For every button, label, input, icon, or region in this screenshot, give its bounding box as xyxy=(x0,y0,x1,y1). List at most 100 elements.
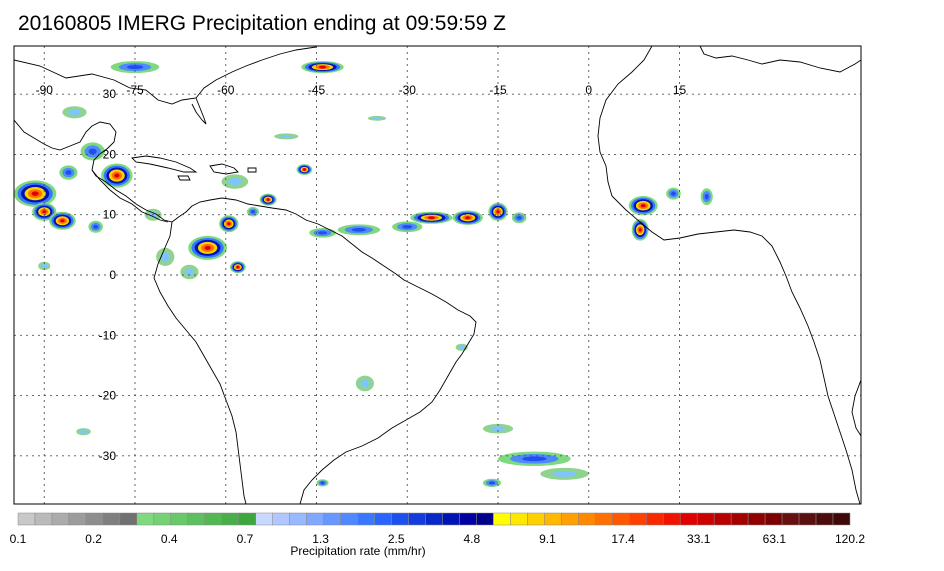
lat-tick-label: -20 xyxy=(99,389,117,403)
rain-cell xyxy=(552,470,577,477)
colorbar-swatch xyxy=(713,512,732,526)
colorbar-swatch xyxy=(187,512,206,526)
colorbar-swatch xyxy=(136,512,155,526)
colorbar-swatch xyxy=(510,512,528,526)
rain-cell xyxy=(320,481,325,485)
rain-cell xyxy=(372,116,382,120)
island-cuba xyxy=(131,155,198,173)
colorbar-swatch xyxy=(289,512,307,526)
coast-iberia xyxy=(699,46,861,73)
colorbar-swatch xyxy=(340,512,358,526)
rain-cell xyxy=(250,210,255,214)
colorbar-swatch xyxy=(238,512,256,526)
longitude-labels: -90 -75 -60 -45 -30 -15 0 15 xyxy=(36,83,687,97)
rain-cell xyxy=(516,215,522,220)
colorbar-swatch xyxy=(357,512,375,526)
lat-tick-label: 0 xyxy=(109,268,116,282)
colorbar-swatch xyxy=(425,512,443,526)
colorbar-swatch xyxy=(476,512,494,526)
colorbar-swatch xyxy=(696,512,715,526)
rain-cell xyxy=(114,173,120,178)
rain-cell xyxy=(160,252,170,262)
rain-cell xyxy=(227,222,231,226)
rain-cell xyxy=(488,481,495,485)
graticule xyxy=(14,46,861,504)
colorbar-tick-label: 1.3 xyxy=(312,532,329,546)
colorbar-swatch xyxy=(747,512,766,526)
colorbar-tick-label: 0.1 xyxy=(9,532,27,546)
colorbar-tick-label: 9.1 xyxy=(539,532,556,546)
rain-cell xyxy=(184,268,194,276)
colorbar-swatch xyxy=(832,512,851,526)
colorbar-swatch xyxy=(527,512,545,526)
island-jamaica xyxy=(177,175,191,181)
map-title: 20160805 IMERG Precipitation ending at 0… xyxy=(18,12,506,35)
island-puerto-rico xyxy=(247,167,257,173)
lat-tick-label: -30 xyxy=(99,449,117,463)
colorbar-tick-label: 33.1 xyxy=(687,532,711,546)
lon-tick-label: -15 xyxy=(489,83,507,97)
colorbar-swatch xyxy=(170,512,189,526)
colorbar-swatch xyxy=(153,512,172,526)
colorbar-swatch xyxy=(645,512,664,526)
map-frame xyxy=(13,45,862,505)
colorbar-swatch xyxy=(662,512,681,526)
rain-cell xyxy=(126,65,144,70)
colorbar-swatch xyxy=(391,512,409,526)
rain-cell xyxy=(496,210,500,214)
colorbar-tick-label: 4.8 xyxy=(463,532,481,546)
coast-pacific-south-america xyxy=(153,221,247,504)
rain-cell xyxy=(522,456,547,462)
lon-tick-label: 15 xyxy=(673,83,687,97)
colorbar-swatches xyxy=(17,512,851,526)
rain-cell xyxy=(88,148,97,155)
rain-cell xyxy=(302,168,306,172)
rain-cell xyxy=(360,379,370,388)
colorbar-swatch xyxy=(561,512,579,526)
rain-cell xyxy=(458,345,465,350)
rain-cell xyxy=(42,210,47,214)
colorbar-swatch xyxy=(493,512,511,526)
rain-cell xyxy=(41,263,48,269)
rain-cell xyxy=(704,193,709,200)
colorbar-swatch xyxy=(272,512,290,526)
colorbar-title: Precipitation rate (mm/hr) xyxy=(290,544,426,558)
rain-cell xyxy=(31,191,39,196)
rain-cell xyxy=(79,429,88,434)
colorbar-swatch xyxy=(17,512,36,526)
lat-tick-label: 10 xyxy=(103,208,117,222)
colorbar-swatch xyxy=(255,512,273,526)
rain-cell xyxy=(65,170,72,175)
lat-tick-label: 30 xyxy=(103,87,117,101)
colorbar-tick-label: 0.2 xyxy=(85,532,102,546)
colorbar-tick-label: 0.7 xyxy=(236,532,254,546)
rain-cell xyxy=(351,227,366,232)
coast-north-america xyxy=(14,46,317,105)
colorbar-swatch xyxy=(612,512,630,526)
colorbar-swatch xyxy=(34,512,53,526)
colorbar-swatch xyxy=(629,512,647,526)
colorbar-swatch xyxy=(578,512,596,526)
lon-tick-label: 0 xyxy=(585,83,592,97)
rain-cell xyxy=(266,198,270,202)
latitude-labels: 30 20 10 0 -10 -20 -30 xyxy=(99,87,117,463)
colorbar-swatch xyxy=(408,512,426,526)
precipitation-layer xyxy=(14,61,713,488)
rain-cell xyxy=(228,177,242,186)
colorbar-swatch xyxy=(459,512,477,526)
colorbar-swatch xyxy=(764,512,783,526)
rain-cell xyxy=(640,204,646,208)
colorbar-tick-label: 63.1 xyxy=(762,532,787,546)
island-hispaniola xyxy=(209,163,239,175)
rain-cell xyxy=(68,109,81,116)
coast-africa xyxy=(597,46,861,504)
colorbar-swatch xyxy=(781,512,800,526)
colorbar-swatch xyxy=(323,512,341,526)
colorbar-swatch xyxy=(442,512,460,526)
colorbar-swatch xyxy=(85,512,104,526)
rain-cell xyxy=(236,265,240,269)
rain-cell xyxy=(280,134,293,138)
rain-cell xyxy=(490,426,506,432)
colorbar-swatch xyxy=(204,512,223,526)
